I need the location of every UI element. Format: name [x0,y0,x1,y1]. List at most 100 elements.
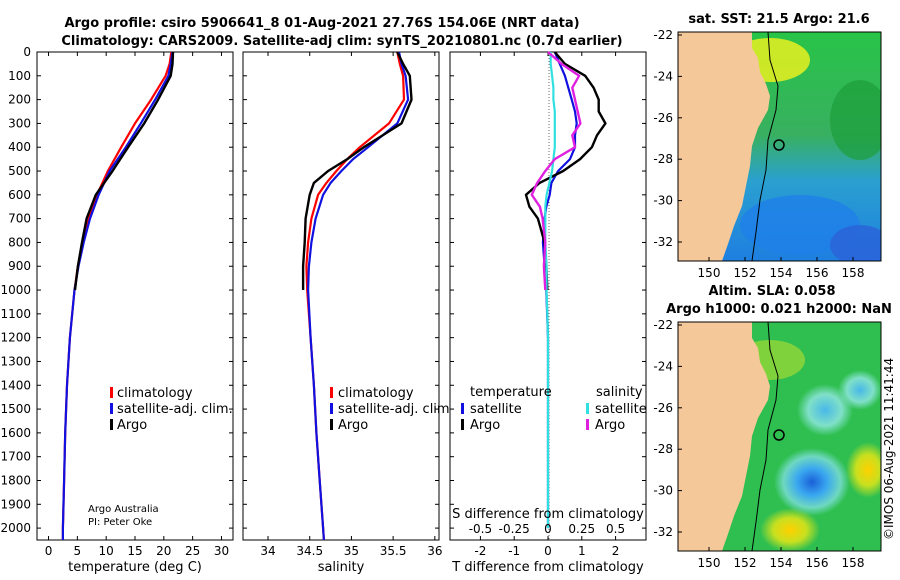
credit-line2: PI: Peter Oke [88,517,152,528]
temperature-panel: 0100200300400500600700800900100011001200… [0,45,234,575]
credit-line1: Argo Australia [88,504,159,515]
y-tick-label: 1500 [0,402,31,416]
sla-low-eddy-2 [797,384,853,436]
sla-high-eddy-2 [846,442,881,498]
lon-tick-label: 156 [806,556,829,570]
sal-legend-argo: Argo [338,418,368,433]
y-tick-label: 2000 [0,521,31,535]
lat-tick-label: -26 [653,111,673,125]
land-australia-2 [678,322,770,551]
sla-map-title1: Altim. SLA: 0.058 [709,284,836,299]
s-tick-label: 0.25 [568,522,595,536]
sal-legend-climatology-swatch [330,387,333,398]
sla-low-eddy [774,448,850,516]
x-tick-label: 0 [544,544,552,558]
sst-map-title: sat. SST: 21.5 Argo: 21.6 [688,12,869,27]
temp-legend-climatology: climatology [117,386,193,401]
x-tick-label: -2 [474,544,486,558]
lat-tick-label: -22 [653,28,673,42]
sal-legend-satellite-swatch [330,403,333,414]
diff-legend-t-argo-swatch [461,419,464,430]
lat-tick-label: -24 [653,359,673,373]
temp-legend-argo: Argo [117,418,147,433]
lon-tick-label: 158 [842,556,865,570]
diff-legend-s-satellite-swatch [586,403,589,414]
lat-tick-label: -22 [653,318,673,332]
salinity-xlabel: salinity [318,560,365,575]
x-tick-label: 34.5 [296,544,323,558]
series-line-argo [301,51,413,290]
sla-map: Altim. SLA: 0.058 Argo h1000: 0.021 h200… [653,284,891,570]
x-tick-label: 5 [74,544,82,558]
s-tick-label: -0.5 [469,522,492,536]
lon-tick-label: 156 [806,266,829,280]
y-tick-label: 1100 [0,307,31,321]
series-line-t-argo [524,51,607,291]
x-tick-label: 34 [260,544,275,558]
lat-tick-label: -24 [653,69,673,83]
y-tick-label: 1700 [0,450,31,464]
timestamp-stamp: ©IMOS 06-Aug-2021 11:41:44 [882,358,896,540]
s-difference-label: S difference from climatology [452,507,644,522]
difference-panel: -2 -1 0 1 2 S difference from climatology -0… [449,51,647,575]
series-line-satellite-adj-clim- [61,51,174,540]
x-tick-label: 35.5 [380,544,407,558]
diff-legend-s-argo-swatch [586,419,589,430]
sla-low-eddy-3 [838,370,881,410]
sla-isobath [751,322,779,551]
x-tick-label: 15 [127,544,142,558]
series-line-s-satellite [544,52,556,529]
title-line2: Climatology: CARS2009. Satellite-adj cli… [61,34,622,49]
lon-tick-label: 154 [770,266,793,280]
x-tick-label: 36 [427,544,442,558]
land-australia-1 [678,32,770,261]
diff-legend-t-argo: Argo [470,418,500,433]
lon-tick-label: 152 [734,266,757,280]
y-tick-label: 1200 [0,331,31,345]
salinity-axes-frame [242,51,440,541]
lat-tick-label: -30 [653,194,673,208]
x-tick-label: 10 [99,544,114,558]
sst-map-frame [677,31,882,262]
diff-legend-s-argo: Argo [595,418,625,433]
sst-cool-patch [830,80,881,160]
temp-legend-argo-swatch [110,419,113,430]
lat-tick-label: -28 [653,442,673,456]
x-tick-label: -1 [508,544,520,558]
sst-map: sat. SST: 21.5 Argo: 21.6 -22 -24 -26 -28 -3… [653,12,882,280]
x-tick-label: 30 [214,544,229,558]
salinity-panel: 34 34.5 35 35.5 36 salinity climatology sate… [242,51,454,575]
temp-legend-climatology-swatch [110,387,113,398]
lat-tick-label: -30 [653,484,673,498]
diff-legend-t-satellite-swatch [461,403,464,414]
lon-tick-label: 158 [842,266,865,280]
x-tick-label: 2 [612,544,620,558]
lon-tick-label: 154 [770,556,793,570]
x-tick-label: 35 [344,544,359,558]
sla-map-title2: Argo h1000: 0.021 h2000: NaN [666,302,892,317]
diff-legend-s-satellite: satellite [595,402,647,417]
temp-legend-satellite-swatch [110,403,113,414]
sst-cold-patch-2 [830,225,881,261]
sal-legend-climatology: climatology [338,386,414,401]
y-tick-label: 1000 [0,283,31,297]
sla-argo-location-marker [773,429,785,441]
sal-legend-argo-swatch [330,419,333,430]
y-tick-label: 1300 [0,354,31,368]
x-tick-label: 0 [45,544,53,558]
lat-tick-label: -32 [653,235,673,249]
y-tick-label: 100 [8,69,31,83]
t-difference-xlabel: T difference from climatology [451,560,644,575]
sal-legend-satellite: satellite-adj. clim. [338,402,454,417]
sla-high-eddy [760,508,820,551]
x-tick-label: 25 [185,544,200,558]
s-tick-label: -0.25 [499,522,530,536]
y-tick-label: 300 [8,116,31,130]
sla-map-frame [677,321,882,552]
s-tick-label: 0 [544,522,552,536]
x-tick-label: 20 [156,544,171,558]
title-line1: Argo profile: csiro 5906641_8 01-Aug-202… [64,16,579,31]
y-tick-label: 200 [8,93,31,107]
x-tick-label: 1 [578,544,586,558]
